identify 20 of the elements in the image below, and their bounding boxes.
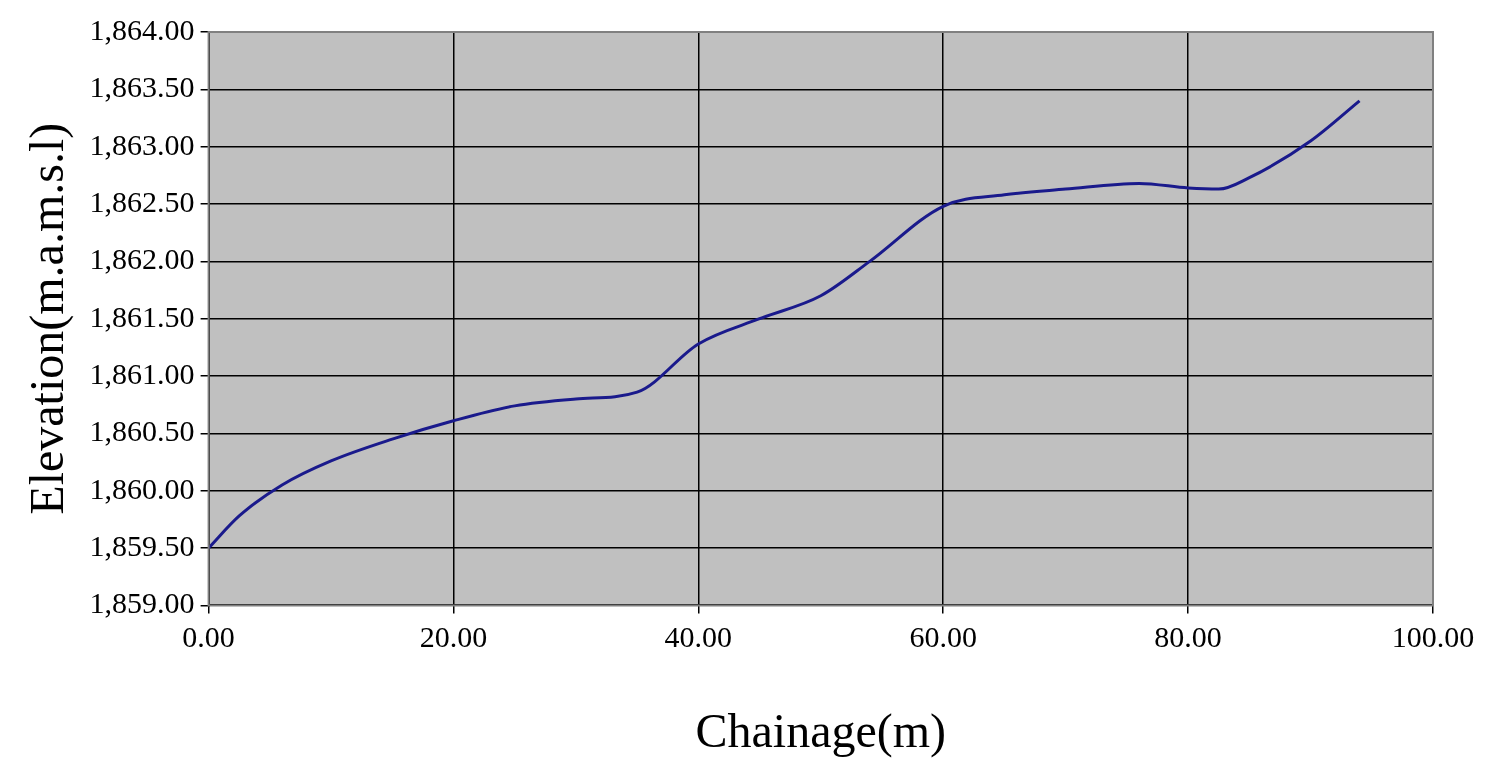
y-tick-label: 1,861.00 — [89, 356, 195, 390]
y-tick-label: 1,859.00 — [89, 586, 195, 620]
y-tick-label: 1,863.50 — [89, 70, 195, 104]
x-tick-label: 20.00 — [419, 620, 488, 654]
x-tick-label: 80.00 — [1154, 620, 1222, 654]
y-tick-label: 1,860.50 — [89, 414, 195, 448]
x-tick-label: 100.00 — [1391, 620, 1475, 654]
x-tick-label: 40.00 — [664, 620, 733, 654]
y-tick-label: 1,862.00 — [89, 242, 195, 276]
x-axis-title: Chainage(m) — [695, 703, 947, 758]
y-axis-title: Elevation(m.a.m.s.l) — [20, 122, 75, 515]
x-tick-label: 0.00 — [182, 620, 235, 654]
x-tick-label: 60.00 — [909, 620, 977, 654]
y-tick-label: 1,859.50 — [89, 528, 195, 562]
y-tick-label: 1,862.50 — [89, 184, 195, 218]
y-tick-label: 1,864.00 — [89, 12, 195, 46]
y-tick-label: 1,863.00 — [89, 127, 195, 161]
y-tick-label: 1,861.50 — [89, 299, 195, 333]
line-series — [208, 99, 1362, 550]
y-tick-label: 1,860.00 — [89, 471, 195, 505]
